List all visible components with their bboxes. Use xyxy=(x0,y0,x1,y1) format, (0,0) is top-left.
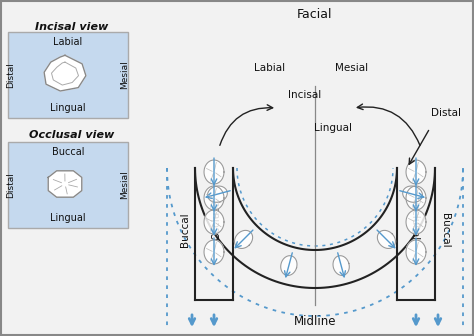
FancyBboxPatch shape xyxy=(8,142,128,228)
Text: Labial: Labial xyxy=(254,63,285,73)
Text: Distal: Distal xyxy=(431,108,461,118)
Polygon shape xyxy=(281,256,297,276)
Polygon shape xyxy=(406,160,426,184)
Text: Lingual: Lingual xyxy=(50,103,86,113)
Polygon shape xyxy=(204,186,224,210)
Text: Buccal: Buccal xyxy=(180,213,190,247)
Text: Distal: Distal xyxy=(7,62,16,88)
Text: Distal: Distal xyxy=(7,172,16,198)
FancyBboxPatch shape xyxy=(8,32,128,118)
Polygon shape xyxy=(235,230,253,249)
Text: Lingual: Lingual xyxy=(50,213,86,223)
Text: Mesial: Mesial xyxy=(335,63,368,73)
Text: Occlusal view: Occlusal view xyxy=(29,130,115,140)
Polygon shape xyxy=(44,55,86,91)
Text: Labial: Labial xyxy=(54,37,82,47)
Polygon shape xyxy=(377,230,395,248)
Text: Incisal view: Incisal view xyxy=(36,22,109,32)
Text: Midline: Midline xyxy=(294,315,336,328)
Polygon shape xyxy=(333,256,349,276)
Polygon shape xyxy=(406,240,426,264)
Polygon shape xyxy=(204,160,224,184)
Text: Lingual: Lingual xyxy=(314,123,352,133)
Polygon shape xyxy=(48,171,82,197)
Text: Incisal: Incisal xyxy=(288,90,322,100)
Text: Occlusal: Occlusal xyxy=(409,196,419,240)
Text: Buccal: Buccal xyxy=(52,147,84,157)
Polygon shape xyxy=(208,186,228,202)
Text: Mesial: Mesial xyxy=(120,60,129,89)
Polygon shape xyxy=(204,240,224,264)
Text: Buccal: Buccal xyxy=(440,213,450,247)
Polygon shape xyxy=(403,186,422,202)
Text: Facial: Facial xyxy=(297,8,333,21)
Polygon shape xyxy=(204,210,224,234)
Text: Mesial: Mesial xyxy=(120,171,129,199)
Polygon shape xyxy=(406,186,426,210)
Polygon shape xyxy=(406,210,426,234)
Text: Occlusal: Occlusal xyxy=(211,196,221,240)
